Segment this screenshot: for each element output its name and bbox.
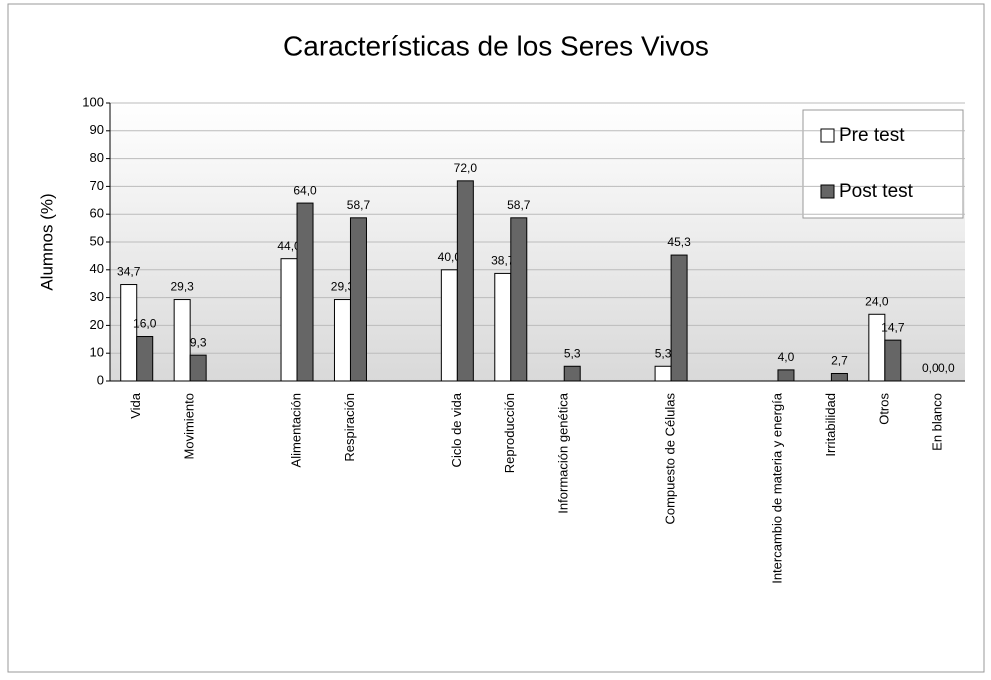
chart-title: Características de los Seres Vivos — [283, 30, 709, 61]
bar — [296, 202, 314, 382]
data-label: 38,7 — [491, 254, 515, 268]
data-label: 58,7 — [507, 198, 531, 212]
data-label: 34,7 — [117, 265, 141, 279]
data-label: 29,3 — [331, 280, 355, 294]
x-tick-label: Vida — [128, 392, 143, 419]
bar — [280, 258, 298, 382]
bar — [654, 365, 672, 382]
y-tick-label: 90 — [90, 122, 104, 137]
data-label: 14,7 — [881, 320, 905, 334]
bar — [563, 365, 581, 382]
x-tick-label: En blanco — [930, 393, 945, 451]
data-label: 5,3 — [564, 346, 581, 360]
y-tick-label: 70 — [90, 178, 104, 193]
x-tick-label: Ciclo de vida — [449, 392, 464, 467]
data-label: 72,0 — [454, 161, 478, 175]
data-label: 24,0 — [865, 294, 889, 308]
y-axis-label: Alumnos (%) — [37, 193, 56, 290]
legend-swatch — [820, 128, 835, 143]
legend — [802, 109, 964, 219]
x-tick-label: Compuesto de Células — [663, 393, 678, 525]
y-tick-label: 30 — [90, 289, 104, 304]
y-tick-label: 0 — [97, 372, 104, 387]
data-label: 45,3 — [667, 235, 691, 249]
bar — [120, 284, 138, 382]
x-tick-label: Otros — [876, 393, 891, 425]
bar — [510, 217, 528, 382]
bar — [777, 369, 795, 382]
data-label: 44,0 — [277, 239, 301, 253]
bar — [136, 336, 154, 382]
legend-label: Pre test — [839, 125, 905, 146]
data-label: 0,0 — [938, 361, 955, 375]
y-tick-label: 80 — [90, 150, 104, 165]
legend-label: Post test — [839, 181, 914, 202]
x-tick-label: Reproducción — [502, 393, 517, 473]
bar — [494, 272, 512, 382]
bar — [173, 299, 191, 382]
data-label: 40,0 — [438, 250, 462, 264]
data-label: 64,0 — [293, 183, 317, 197]
x-tick-label: Movimiento — [182, 393, 197, 459]
data-label: 5,3 — [655, 346, 672, 360]
bar — [189, 354, 207, 382]
y-tick-label: 60 — [90, 206, 104, 221]
bar — [830, 372, 848, 382]
data-label: 2,7 — [831, 354, 848, 368]
y-tick-label: 10 — [90, 345, 104, 360]
bar — [440, 269, 458, 382]
data-label: 29,3 — [170, 280, 194, 294]
x-tick-label: Alimentación — [288, 393, 303, 467]
x-tick-label: Intercambio de materia y energía — [769, 392, 784, 584]
y-tick-label: 40 — [90, 261, 104, 276]
legend-swatch — [820, 184, 835, 199]
data-label: 58,7 — [347, 198, 371, 212]
x-tick-label: Respiración — [342, 393, 357, 462]
y-tick-label: 50 — [90, 233, 104, 248]
data-label: 0,0 — [922, 361, 939, 375]
data-label: 9,3 — [190, 335, 207, 349]
data-label: 4,0 — [778, 350, 795, 364]
bar — [456, 180, 474, 382]
x-tick-label: Información genética — [556, 392, 571, 513]
y-tick-label: 20 — [90, 317, 104, 332]
x-tick-label: Irritabilidad — [823, 393, 838, 457]
bar — [884, 339, 902, 382]
data-label: 16,0 — [133, 317, 157, 331]
bar — [333, 299, 351, 382]
bar — [349, 217, 367, 382]
bar — [670, 254, 688, 382]
y-tick-label: 100 — [82, 94, 104, 109]
